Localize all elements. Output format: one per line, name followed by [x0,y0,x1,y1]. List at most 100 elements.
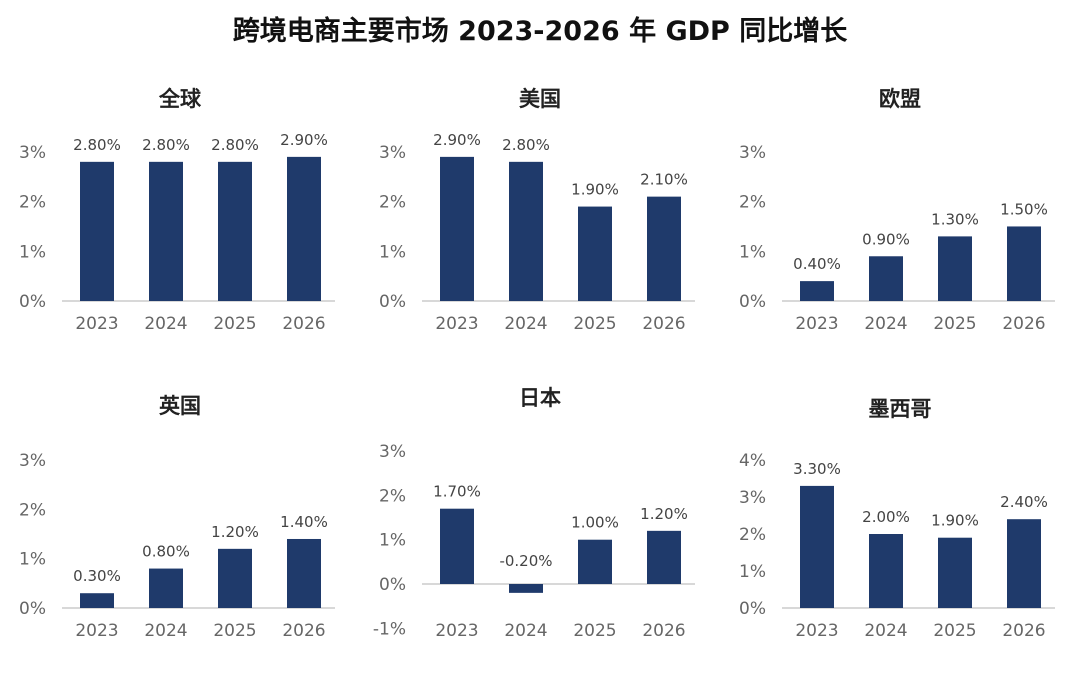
x-category-label: 2024 [864,621,907,641]
panel-title: 英国 [159,394,201,418]
data-label: 2.00% [862,508,910,526]
x-category-label: 2025 [933,314,976,334]
x-category-label: 2024 [864,314,907,334]
x-category-label: 2025 [573,314,616,334]
data-label: 2.80% [73,136,121,154]
bar-2024 [869,534,903,608]
y-tick-label: 2% [739,193,766,213]
x-category-label: 2024 [144,314,187,334]
y-tick-label: 1% [379,531,406,551]
bar-2026 [1007,519,1041,608]
y-tick-label: 2% [739,525,766,545]
y-tick-label: 2% [19,500,46,520]
x-category-label: 2026 [642,621,685,641]
y-tick-label: 0% [379,575,406,595]
x-category-label: 2024 [504,621,547,641]
panel-title: 全球 [158,87,202,111]
data-label: -0.20% [499,552,552,570]
bar-2026 [287,156,321,301]
y-tick-label: 3% [19,143,46,163]
bar-2025 [578,206,612,301]
data-label: 0.30% [73,567,121,585]
y-tick-label: 3% [739,143,766,163]
data-label: 2.10% [640,171,688,189]
x-category-label: 2026 [642,314,685,334]
data-label: 3.30% [793,460,841,478]
data-label: 2.80% [502,136,550,154]
y-tick-label: 1% [739,562,766,582]
x-category-label: 2024 [144,621,187,641]
bar-2023 [440,156,474,301]
data-label: 1.50% [1000,200,1048,218]
bar-2026 [647,530,681,584]
y-tick-label: 3% [19,451,46,471]
panel-title: 日本 [519,386,561,410]
x-category-label: 2023 [435,621,478,641]
data-label: 0.80% [142,543,190,561]
bar-2023 [440,508,474,584]
data-label: 0.90% [862,230,910,248]
bar-2026 [647,196,681,301]
bar-2024 [509,584,543,593]
bar-2023 [80,593,114,608]
y-tick-label: 2% [379,486,406,506]
y-tick-label: 3% [379,143,406,163]
bar-2024 [149,568,183,608]
data-label: 2.90% [280,131,328,149]
x-category-label: 2023 [435,314,478,334]
data-label: 1.00% [571,514,619,532]
x-category-label: 2026 [282,621,325,641]
y-tick-label: 2% [19,193,46,213]
bar-2023 [800,485,834,608]
y-tick-label: 1% [739,242,766,262]
data-label: 1.40% [280,513,328,531]
y-tick-label: 0% [739,292,766,312]
x-category-label: 2023 [75,621,118,641]
panel-title: 欧盟 [879,87,921,111]
bar-2023 [80,161,114,301]
bar-2025 [218,548,252,608]
y-tick-label: 1% [19,550,46,570]
data-label: 1.70% [433,483,481,501]
y-tick-label: 3% [379,442,406,462]
y-tick-label: 0% [739,599,766,619]
x-category-label: 2026 [1002,314,1045,334]
y-tick-label: 1% [19,242,46,262]
y-tick-label: 4% [739,451,766,471]
bar-2025 [578,539,612,584]
y-tick-label: 2% [379,193,406,213]
y-tick-label: 0% [19,599,46,619]
panel-title: 美国 [519,87,561,111]
bar-2025 [218,161,252,301]
x-category-label: 2025 [933,621,976,641]
bar-2024 [869,256,903,301]
x-category-label: 2026 [282,314,325,334]
data-label: 1.20% [640,505,688,523]
x-category-label: 2025 [213,314,256,334]
data-label: 2.90% [433,131,481,149]
data-label: 2.40% [1000,493,1048,511]
x-category-label: 2026 [1002,621,1045,641]
data-label: 1.30% [931,210,979,228]
y-tick-label: 0% [19,292,46,312]
x-category-label: 2025 [573,621,616,641]
x-category-label: 2023 [795,621,838,641]
data-label: 2.80% [142,136,190,154]
data-label: 1.20% [211,523,259,541]
data-label: 1.90% [931,512,979,530]
bar-2023 [800,281,834,301]
data-label: 0.40% [793,255,841,273]
chart-title: 跨境电商主要市场 2023-2026 年 GDP 同比增长 [233,15,848,47]
data-label: 2.80% [211,136,259,154]
y-tick-label: 1% [379,242,406,262]
panel-title: 墨西哥 [869,397,932,421]
bar-2024 [509,161,543,301]
bar-2025 [938,236,972,301]
y-tick-label: 0% [379,292,406,312]
bar-2026 [1007,226,1041,301]
data-label: 1.90% [571,181,619,199]
y-tick-label: 3% [739,488,766,508]
y-tick-label: -1% [373,619,406,639]
x-category-label: 2025 [213,621,256,641]
